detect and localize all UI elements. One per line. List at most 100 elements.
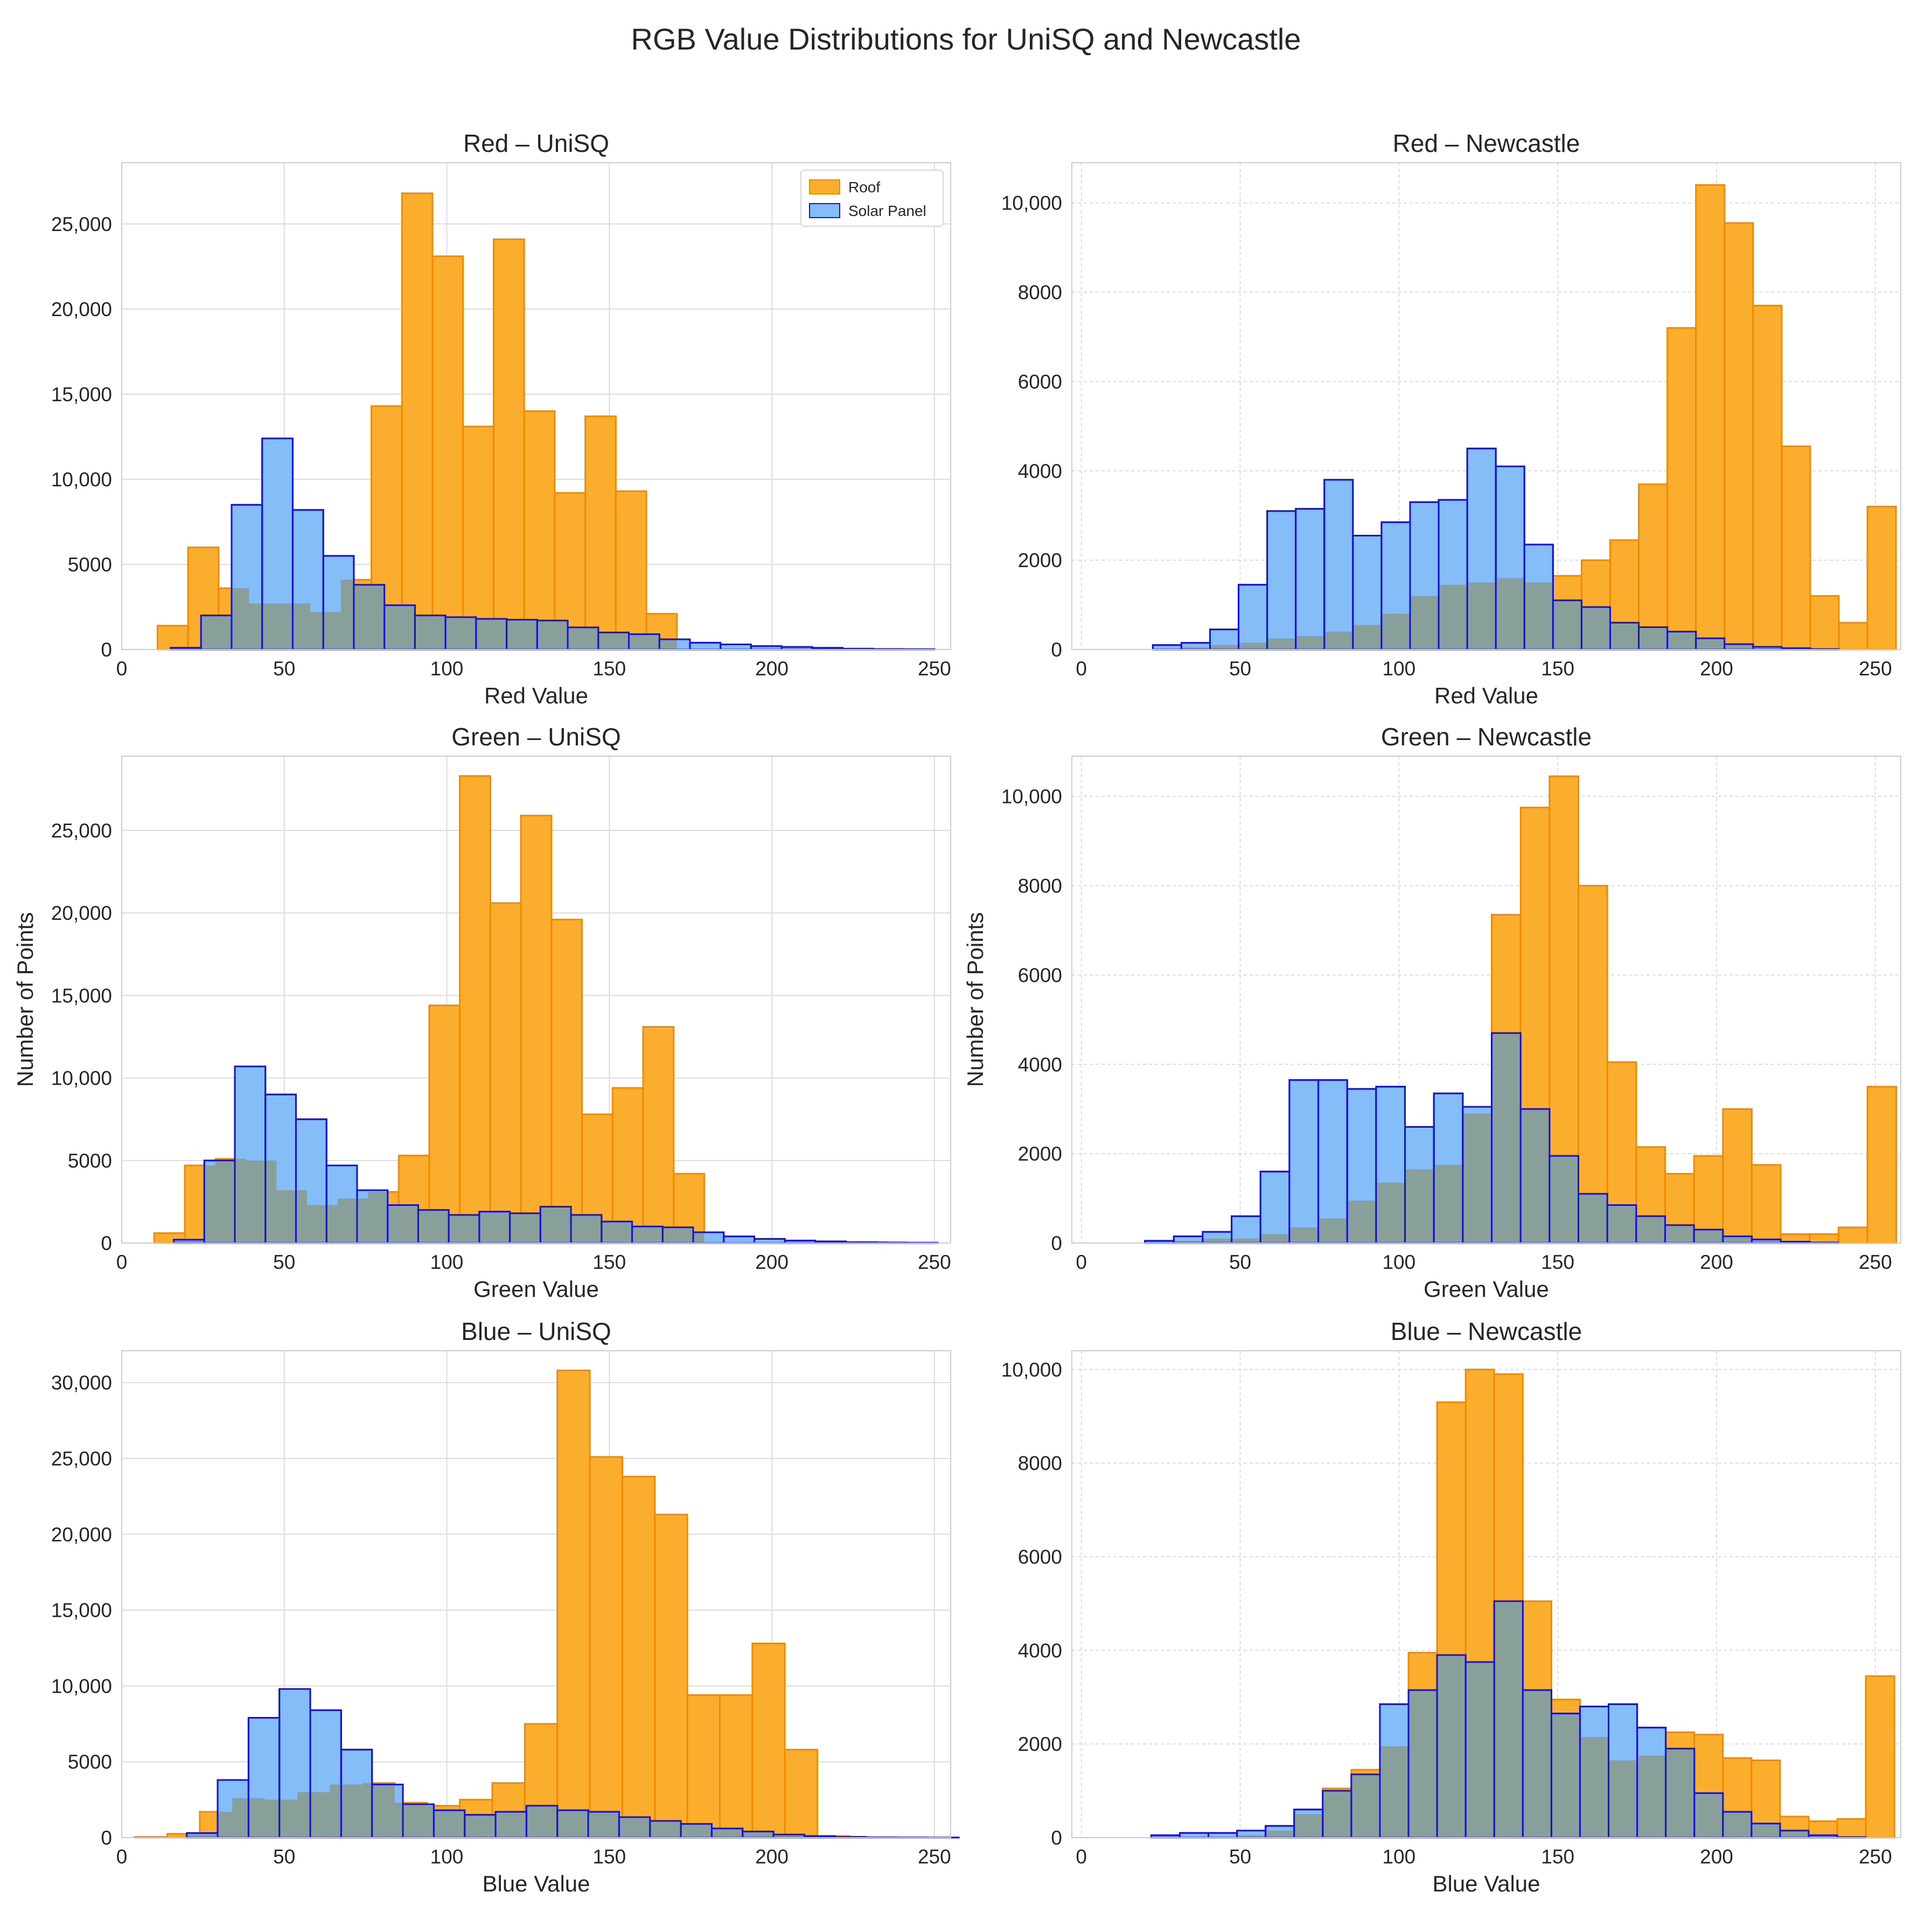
roof-bar xyxy=(520,814,553,1244)
overlap-bar xyxy=(185,1239,205,1243)
overlap-bar xyxy=(231,588,249,650)
overlap-bar xyxy=(1521,1109,1550,1243)
overlap-bar xyxy=(232,1798,249,1838)
y-tick-label: 10,000 xyxy=(51,1067,112,1090)
roof-bar xyxy=(156,625,189,651)
x-tick-label: 0 xyxy=(116,1846,128,1868)
chart-panel-2: 0 50 100 150 200 250 0 2000 4000 6000 8000 10,000 Re… xyxy=(1001,129,1901,708)
overlap-bar xyxy=(276,1190,296,1243)
solar-panel-bar xyxy=(1238,584,1268,651)
x-tick-label: 50 xyxy=(273,1846,295,1868)
overlap-bar xyxy=(571,1214,582,1243)
histogram-bars xyxy=(153,775,939,1244)
overlap-bar xyxy=(418,1210,429,1243)
roof-bar xyxy=(1865,1675,1895,1839)
overlap-bar xyxy=(279,1799,297,1838)
overlap-bar xyxy=(557,1810,589,1838)
x-tick-label: 0 xyxy=(116,1251,128,1273)
overlap-bar xyxy=(330,1784,341,1838)
overlap-bar xyxy=(463,617,476,650)
roof-bar xyxy=(654,1513,688,1839)
x-tick-label: 150 xyxy=(1541,658,1574,680)
overlap-bar xyxy=(1496,578,1525,650)
y-tick-label: 4000 xyxy=(1018,1053,1062,1076)
chart-panel-6: 0 50 100 150 200 250 0 2000 4000 6000 8000 10,000 Bl… xyxy=(1001,1317,1901,1896)
y-tick-label: 0 xyxy=(101,639,112,661)
roof-bar xyxy=(556,1370,591,1839)
solar-panel-bar xyxy=(1323,479,1354,651)
overlap-bar xyxy=(235,1158,246,1243)
overlap-bar xyxy=(1265,1830,1294,1838)
overlap-bar xyxy=(394,1803,403,1838)
roof-bar xyxy=(1838,622,1868,651)
y-axis-label: Number of Points xyxy=(12,912,38,1087)
solar-panel-bar xyxy=(1259,1170,1291,1244)
y-tick-label: 25,000 xyxy=(51,1448,112,1470)
overlap-bar xyxy=(1780,1830,1809,1838)
overlap-bar xyxy=(1376,1183,1405,1243)
overlap-bar xyxy=(540,1206,552,1243)
legend-label-solar-panel: Solar Panel xyxy=(848,203,926,219)
overlap-bar xyxy=(1294,1814,1323,1838)
roof-bar xyxy=(489,902,522,1244)
overlap-bar xyxy=(372,1784,395,1838)
overlap-bar xyxy=(479,1211,491,1243)
y-tick-label: 8000 xyxy=(1018,282,1062,304)
y-tick-label: 10,000 xyxy=(1001,192,1062,214)
roof-bar xyxy=(492,238,525,651)
y-tick-label: 10,000 xyxy=(51,1675,112,1697)
roof-bar xyxy=(1866,1086,1898,1244)
overlap-bar xyxy=(1494,1601,1523,1838)
overlap-bar xyxy=(752,1831,774,1838)
x-tick-label: 100 xyxy=(1382,1251,1415,1273)
overlap-bar xyxy=(742,1831,752,1838)
overlap-bar xyxy=(1295,636,1324,650)
x-axis-label: Green Value xyxy=(1424,1276,1549,1302)
y-tick-label: 20,000 xyxy=(51,1524,112,1546)
roof-bar xyxy=(1724,222,1754,651)
y-tick-label: 6000 xyxy=(1018,371,1062,393)
overlap-bar xyxy=(712,1828,720,1838)
overlap-bar xyxy=(493,619,507,650)
x-axis-label: Blue Value xyxy=(482,1871,590,1896)
x-tick-label: 200 xyxy=(1700,1251,1733,1273)
x-tick-label: 150 xyxy=(1541,1251,1574,1273)
overlap-bar xyxy=(1607,1205,1636,1243)
overlap-bar xyxy=(673,1227,694,1243)
roof-bar xyxy=(1836,1818,1867,1839)
overlap-bar xyxy=(1324,631,1353,650)
overlap-bar xyxy=(1467,582,1496,650)
y-axis-label: Number of Points xyxy=(962,912,988,1087)
overlap-bar xyxy=(326,1205,338,1243)
overlap-bar xyxy=(1549,1156,1579,1243)
overlap-bar xyxy=(590,1812,619,1838)
overlap-bar xyxy=(307,1205,327,1243)
chart-panel-1: 0 50 100 150 200 250 0 5000 10,000 15,000 20,000 25… xyxy=(51,129,951,708)
overlap-bar xyxy=(1724,644,1753,650)
x-tick-label: 200 xyxy=(1700,658,1733,680)
figure-title: RGB Value Distributions for UniSQ and Ne… xyxy=(631,22,1301,56)
overlap-bar xyxy=(1237,1835,1266,1838)
overlap-bar xyxy=(650,1821,655,1838)
overlap-bar xyxy=(1260,1234,1289,1243)
roof-bar xyxy=(784,1749,819,1839)
overlap-bar xyxy=(506,619,525,650)
y-tick-label: 15,000 xyxy=(51,383,112,406)
overlap-bar xyxy=(1694,1230,1723,1243)
overlap-bar xyxy=(1753,647,1782,650)
overlap-bar xyxy=(264,1799,280,1838)
overlap-bar xyxy=(476,619,494,650)
y-tick-label: 6000 xyxy=(1018,964,1062,986)
overlap-bar xyxy=(1551,1713,1580,1838)
panel-title: Green – UniSQ xyxy=(451,723,620,751)
overlap-bar xyxy=(218,1812,233,1838)
overlap-bar xyxy=(362,1783,372,1838)
overlap-bar xyxy=(449,1214,460,1243)
overlap-bar xyxy=(296,1190,308,1243)
overlap-bar xyxy=(622,1817,650,1838)
overlap-bar xyxy=(357,1198,368,1243)
overlap-bar xyxy=(1289,1227,1319,1243)
overlap-bar xyxy=(659,639,677,650)
y-tick-label: 0 xyxy=(1051,1827,1062,1849)
